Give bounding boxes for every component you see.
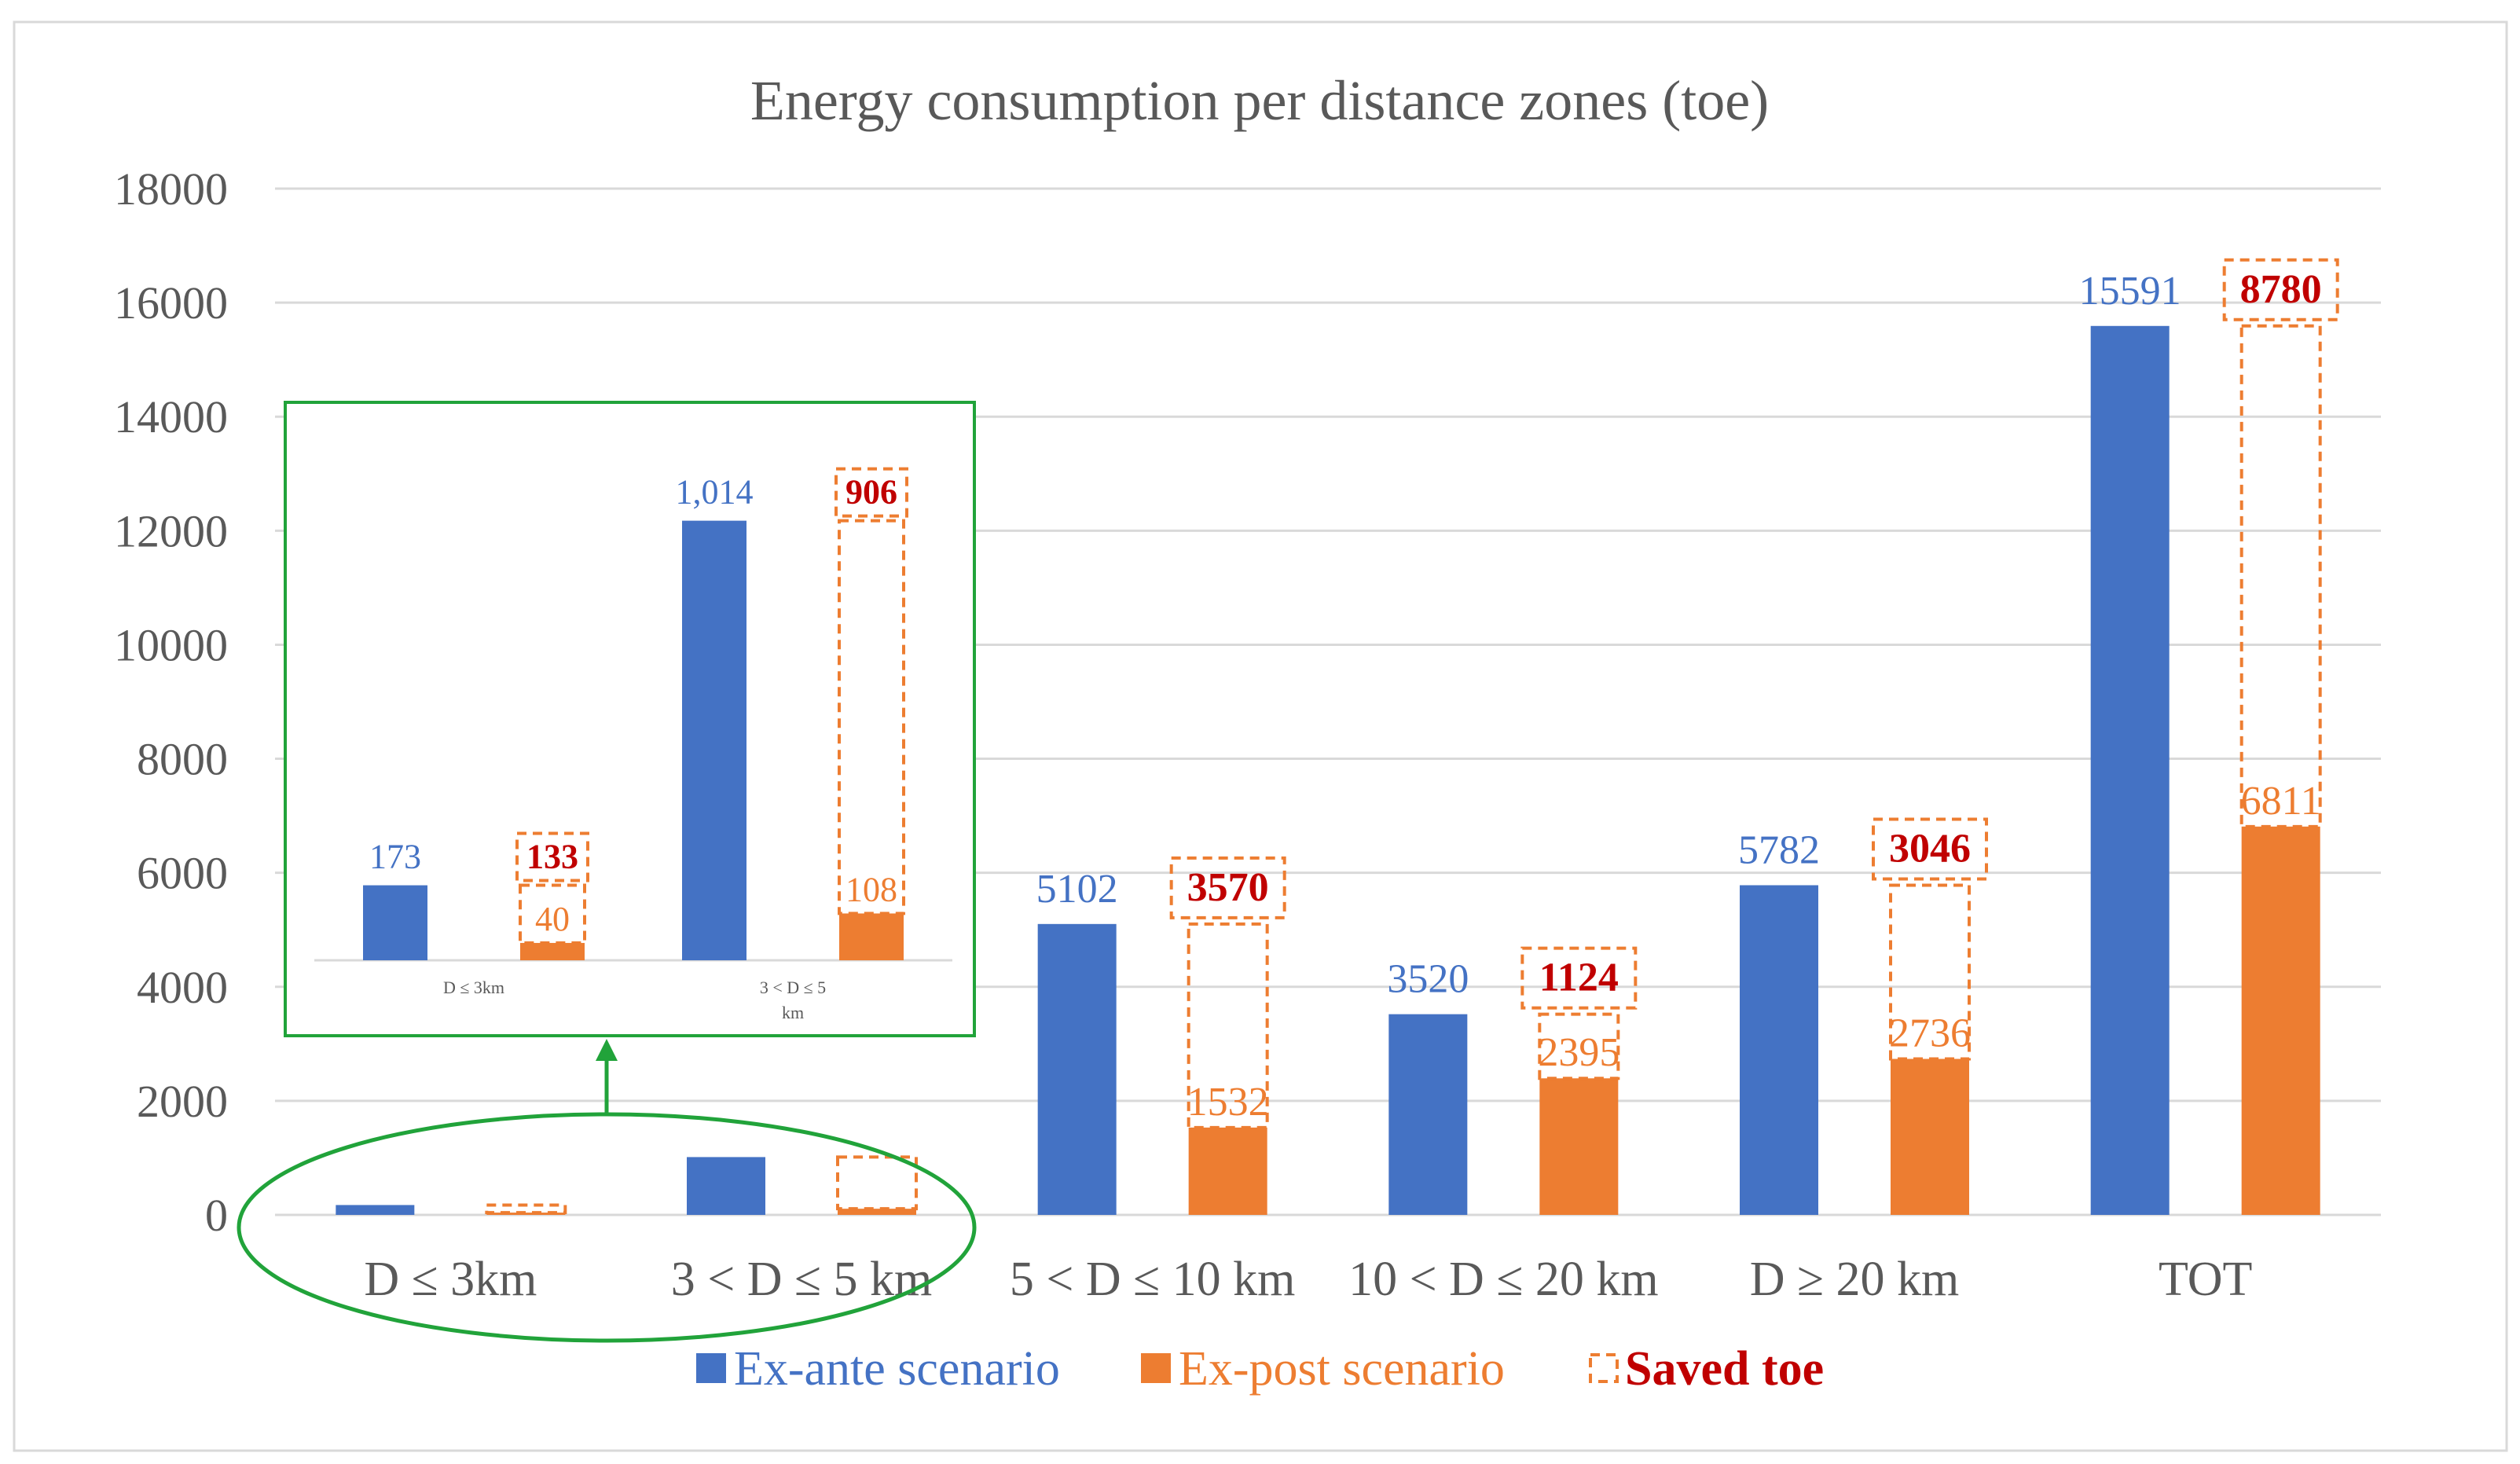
bar-ex-ante	[687, 1157, 765, 1215]
bar-ex-ante	[336, 1205, 415, 1215]
inset-category-label: 3 < D ≤ 5	[760, 978, 826, 997]
data-labels: 5102 1532 3570 3520 2395 1124 5782 2736 3046 1559…	[1036, 258, 2339, 1125]
y-tick-label: 16000	[114, 277, 228, 328]
label-ex-ante: 5102	[1036, 867, 1118, 912]
bar-ex-ante	[2090, 325, 2170, 1215]
label-ex-post: 2736	[1889, 1011, 1971, 1055]
highlight-annotation	[237, 1039, 977, 1343]
bar-ex-post	[486, 1213, 566, 1215]
x-category-label: 5 < D ≤ 10 km	[1010, 1253, 1296, 1306]
legend-swatch-ex-post	[1141, 1353, 1171, 1383]
y-tick-label: 6000	[137, 848, 228, 899]
y-tick-label: 10000	[114, 619, 228, 670]
inset-label-saved-box	[515, 831, 589, 882]
label-saved-box	[1872, 817, 1988, 881]
label-ex-ante: 3520	[1387, 957, 1469, 1002]
inset-label-ex-ante: 1,014	[676, 473, 754, 512]
inset-label-ex-post: 108	[846, 870, 897, 908]
bars	[336, 324, 2322, 1215]
bar-saved-outline	[2239, 324, 2322, 828]
label-ex-post: 6811	[2241, 779, 2321, 824]
legend-swatch-ex-ante	[696, 1353, 726, 1383]
y-tick-label: 0	[205, 1190, 228, 1241]
legend-label-ex-post: Ex-post scenario	[1179, 1342, 1505, 1396]
legend-label-saved: Saved toe	[1625, 1342, 1824, 1396]
inset-bar-ex-ante	[363, 885, 427, 960]
inset-category-label: D ≤ 3km	[443, 978, 504, 997]
label-saved: 3046	[1889, 826, 1971, 871]
label-saved: 1124	[1539, 956, 1619, 1000]
y-axis-ticks: 0 2000 4000 6000 8000 10000 12000 14000 16000 180…	[114, 163, 228, 1241]
inset-category-label: km	[782, 1003, 804, 1022]
label-ex-ante: 15591	[2079, 269, 2181, 314]
bar-ex-ante	[1740, 885, 1818, 1215]
legend-label-ex-ante: Ex-ante scenario	[734, 1342, 1060, 1396]
legend: Ex-ante scenario Ex-post scenario Saved to…	[696, 1342, 1824, 1396]
y-tick-label: 2000	[137, 1076, 228, 1127]
inset-bar-saved-outline	[838, 519, 905, 915]
inset-label-saved-box	[834, 467, 908, 518]
x-category-label: 10 < D ≤ 20 km	[1348, 1253, 1659, 1306]
gridlines	[275, 187, 2381, 1216]
bar-saved-outline	[1187, 922, 1269, 1129]
label-saved-box	[2222, 258, 2339, 321]
x-category-label: D ≤ 3km	[364, 1253, 537, 1306]
inset-bar-ex-ante	[682, 520, 746, 960]
label-ex-ante: 5782	[1738, 827, 1820, 872]
bar-saved-outline	[1538, 1012, 1620, 1081]
bar-saved-outline	[1889, 883, 1971, 1061]
bar-ex-post	[838, 1209, 916, 1215]
inset-label-saved: 906	[846, 473, 897, 512]
inset-label-saved: 133	[526, 838, 578, 876]
label-saved: 8780	[2240, 267, 2322, 312]
label-saved-box	[1169, 856, 1286, 919]
bar-ex-post	[2241, 826, 2320, 1215]
bar-ex-post	[1539, 1078, 1619, 1215]
y-tick-label: 18000	[114, 163, 228, 215]
bar-saved-outline	[485, 1203, 567, 1215]
chart-title: Energy consumption per distance zones (t…	[750, 69, 1769, 132]
x-category-label: 3 < D ≤ 5 km	[671, 1253, 933, 1306]
x-category-label: TOT	[2159, 1253, 2252, 1306]
bar-saved-outline	[836, 1155, 918, 1211]
label-ex-post: 1532	[1187, 1080, 1269, 1125]
bar-ex-post	[1188, 1127, 1267, 1215]
y-tick-label: 8000	[137, 734, 228, 785]
y-tick-label: 12000	[114, 505, 228, 556]
label-ex-post: 2395	[1538, 1030, 1619, 1075]
inset-zoom: 173 40 133 D ≤ 3km 1,014 108 906 3 < D ≤ 5 km	[284, 401, 976, 1037]
legend-swatch-saved	[1589, 1353, 1619, 1383]
x-category-label: D ≥ 20 km	[1750, 1253, 1960, 1306]
inset-label-ex-post: 40	[535, 900, 570, 938]
x-axis-categories: D ≤ 3km 3 < D ≤ 5 km 5 < D ≤ 10 km 10 < D ≤…	[364, 1253, 2252, 1306]
bar-ex-ante	[1388, 1014, 1468, 1215]
inset-bar-ex-post	[520, 942, 585, 960]
bar-ex-post	[1891, 1059, 1969, 1215]
label-saved: 3570	[1187, 865, 1269, 910]
y-tick-label: 14000	[114, 391, 228, 442]
inset-label-ex-ante: 173	[369, 838, 421, 876]
inset-bar-saved-outline	[519, 883, 586, 945]
highlight-arrow-head	[596, 1039, 618, 1061]
inset-bar-ex-post	[839, 913, 904, 960]
bar-ex-ante	[1037, 923, 1117, 1215]
y-tick-label: 4000	[137, 962, 228, 1013]
label-saved-box	[1520, 946, 1638, 1010]
